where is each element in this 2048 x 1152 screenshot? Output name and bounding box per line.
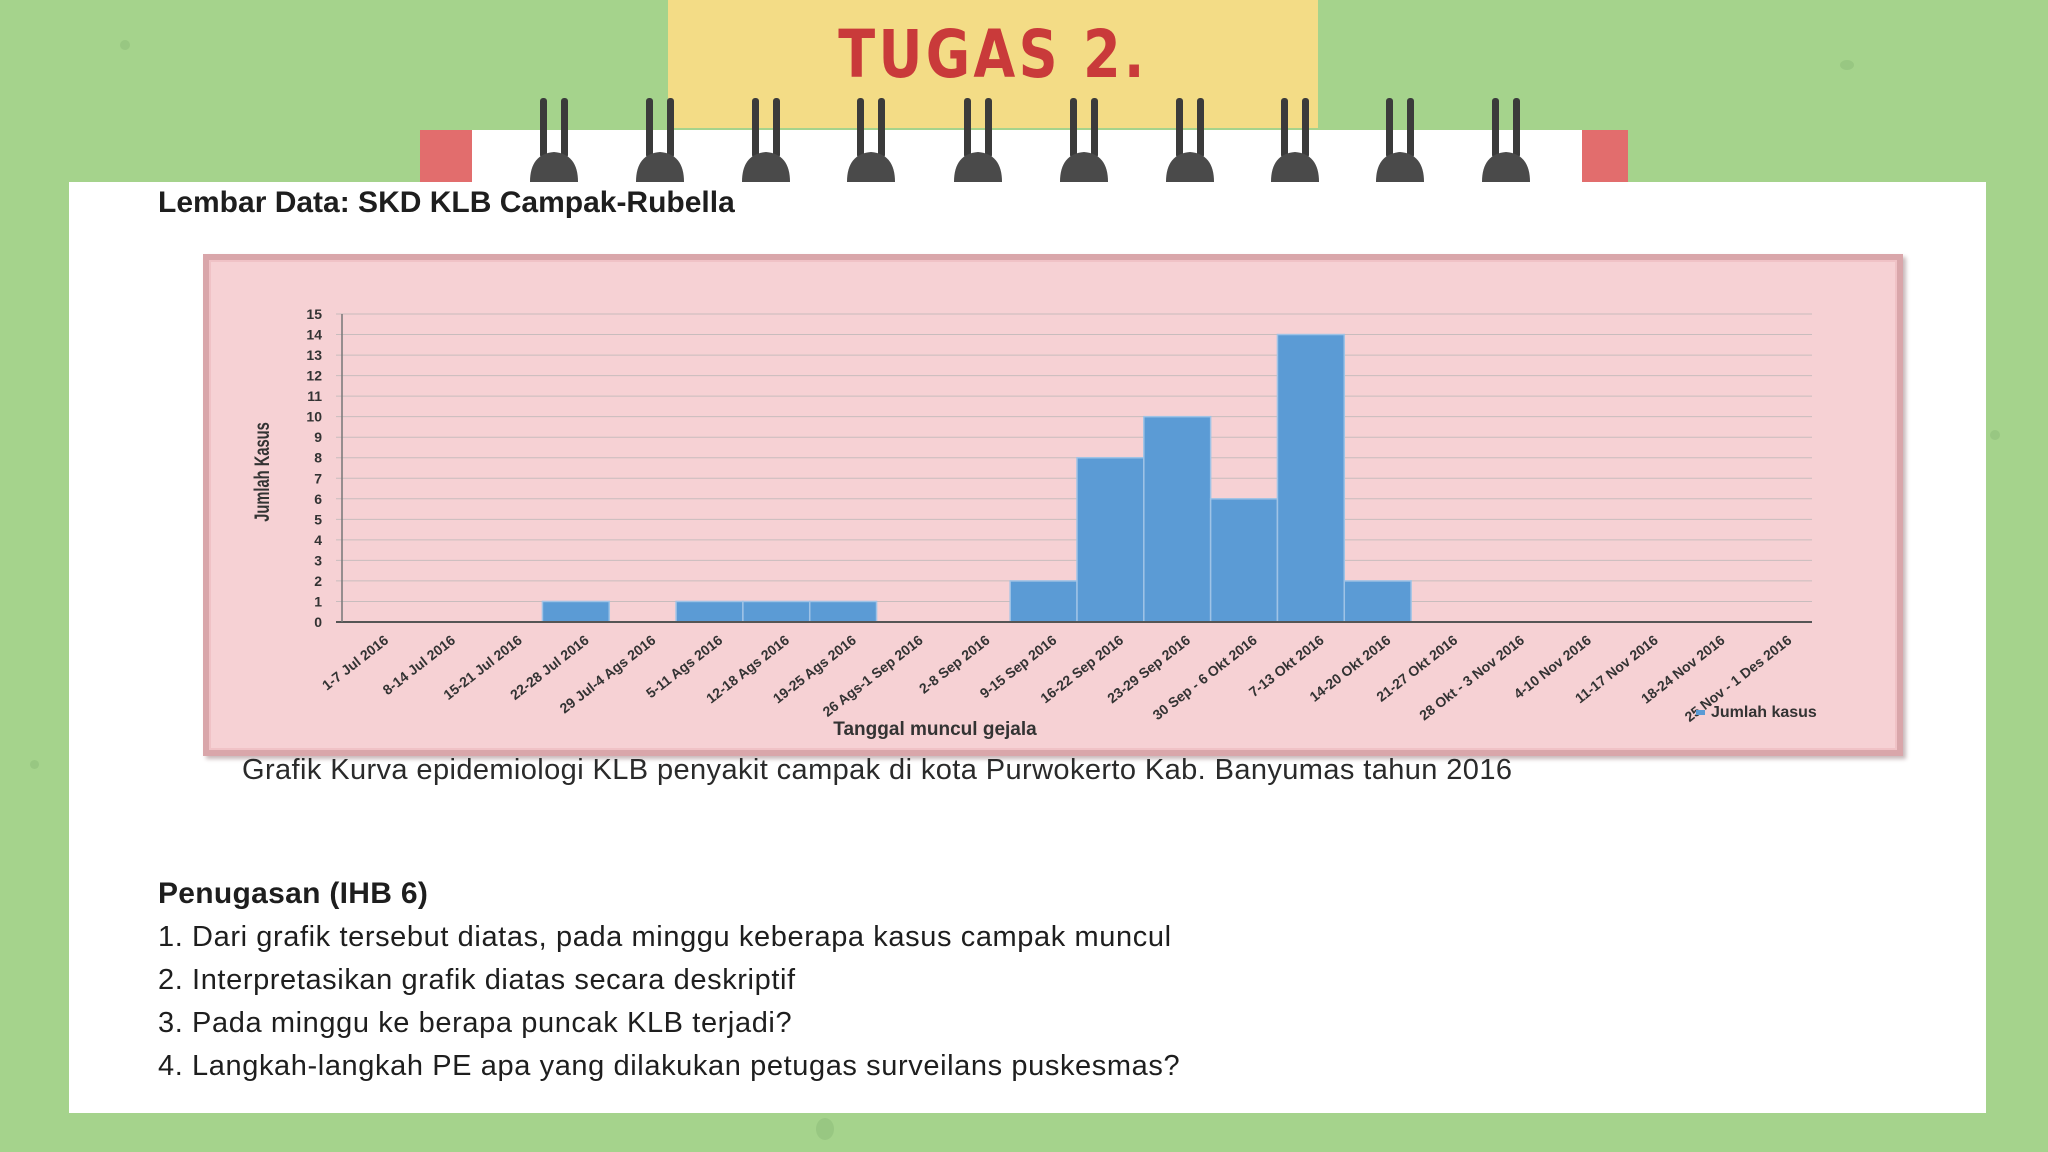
bar xyxy=(808,600,878,623)
spiral-ring xyxy=(1271,98,1319,182)
spiral-ring xyxy=(1376,98,1424,182)
bar xyxy=(1076,456,1145,623)
bg-speck xyxy=(1840,60,1854,70)
task-item: 3. Pada minggu ke berapa puncak KLB terj… xyxy=(158,1007,793,1039)
task-item: 1. Dari grafik tersebut diatas, pada min… xyxy=(158,921,1172,953)
legend-swatch xyxy=(1696,710,1705,715)
task-list: 1. Dari grafik tersebut diatas, pada min… xyxy=(158,916,1180,1088)
y-tick-label: 13 xyxy=(306,347,322,363)
legend-label: Jumlah kasus xyxy=(1711,704,1817,721)
spiral-ring xyxy=(530,98,578,182)
spiral-ring xyxy=(1482,98,1530,182)
y-tick-label: 5 xyxy=(314,511,322,527)
left-tape xyxy=(420,130,472,182)
page-title: TUGAS 2. xyxy=(838,16,1148,93)
bars xyxy=(541,333,1412,623)
sheet-title: Lembar Data: SKD KLB Campak-Rubella xyxy=(158,186,735,219)
right-tape xyxy=(1582,130,1628,182)
task-item: 4. Langkah-langkah PE apa yang dilakukan… xyxy=(158,1050,1181,1082)
y-tick-label: 10 xyxy=(306,409,322,425)
spiral-ring xyxy=(954,98,1002,182)
y-tick-label: 9 xyxy=(314,429,322,445)
y-tick-label: 7 xyxy=(314,470,322,486)
y-tick-label: 8 xyxy=(314,450,322,466)
y-tick-label: 6 xyxy=(314,491,322,507)
y-tick-label: 12 xyxy=(306,368,322,384)
bg-speck xyxy=(1990,430,2000,440)
tasks-heading: Penugasan (IHB 6) xyxy=(158,877,429,910)
bg-speck xyxy=(816,1118,834,1140)
y-tick-label: 2 xyxy=(314,573,322,589)
y-tick-label: 14 xyxy=(306,327,322,343)
spiral-ring xyxy=(1166,98,1214,182)
bar xyxy=(1009,580,1078,623)
y-tick-label: 15 xyxy=(306,306,322,322)
bar xyxy=(1143,415,1212,623)
chart-caption: Grafik Kurva epidemiologi KLB penyakit c… xyxy=(242,754,1513,786)
spiral-ring xyxy=(742,98,790,182)
x-axis-label: Tanggal muncul gejala xyxy=(833,719,1037,740)
y-tick-label: 4 xyxy=(314,532,322,548)
bar xyxy=(1276,333,1346,623)
y-tick-label: 3 xyxy=(314,552,322,568)
gridlines xyxy=(336,313,1812,623)
task-item: 2. Interpretasikan grafik diatas secara … xyxy=(158,964,796,996)
bar xyxy=(1209,498,1279,623)
bg-speck xyxy=(30,760,39,769)
bg-speck xyxy=(120,40,130,50)
y-tick-label: 0 xyxy=(314,614,322,630)
spiral-ring xyxy=(847,98,895,182)
bar xyxy=(742,600,811,623)
spiral-ring xyxy=(636,98,684,182)
y-axis-label: Jumlah Kasus xyxy=(250,422,273,522)
bar xyxy=(675,600,744,623)
bar xyxy=(1343,580,1412,623)
y-tick-label: 1 xyxy=(314,593,322,609)
spiral-ring xyxy=(1060,98,1108,182)
chart-frame: 0 1 2 3 4 5 6 7 8 9 10 11 12 13 14 15 1-7 Jul 2016 8-14 … xyxy=(203,254,1903,756)
bar xyxy=(541,600,611,623)
y-tick-label: 11 xyxy=(307,388,322,404)
